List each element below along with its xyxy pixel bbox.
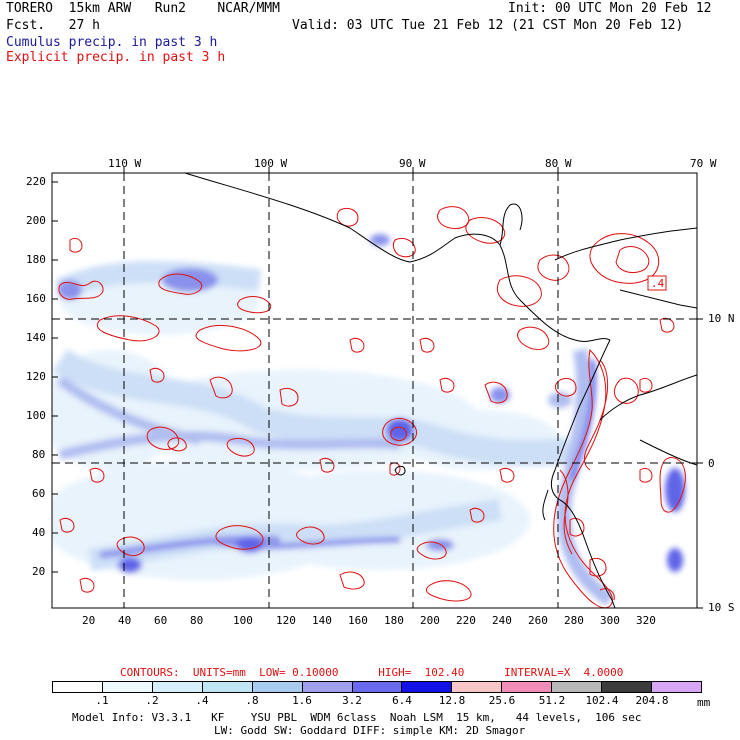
- contour-label: .4: [651, 277, 665, 290]
- colorbar-swatch: [402, 682, 453, 692]
- colorbar-swatch: [102, 682, 153, 692]
- contour-info: CONTOURS: UNITS=mm LOW= 0.10000 HIGH= 10…: [120, 666, 624, 679]
- lon-label-80w: 80 W: [545, 157, 572, 170]
- x-tick-label: 260: [528, 614, 548, 627]
- coastlines: [184, 173, 697, 608]
- x-tick-label: 180: [384, 614, 404, 627]
- colorbar-label: .1: [95, 694, 109, 707]
- contour-label-box: [647, 275, 667, 291]
- colorbar-unit: mm: [697, 696, 711, 709]
- colorbar-label: .2: [145, 694, 159, 707]
- colorbar-label: 25.6: [488, 694, 516, 707]
- model-title: TORERO 15km ARW Run2 NCAR/MMM: [6, 1, 280, 16]
- colorbar-swatch: [452, 682, 503, 692]
- colorbar-label: 6.4: [392, 694, 412, 707]
- colorbar-label: 102.4: [585, 694, 619, 707]
- y-tick-label: 220: [26, 175, 46, 188]
- colorbar-label: .8: [245, 694, 259, 707]
- model-info: Model Info: V3.3.1 KF YSU PBL WDM 6class…: [72, 711, 642, 724]
- colorbar: [52, 681, 702, 693]
- field-label-explicit: Explicit precip. in past 3 h: [6, 50, 226, 65]
- colorbar-label: 1.6: [292, 694, 312, 707]
- x-tick-label: 20: [82, 614, 96, 627]
- x-tick-label: 200: [420, 614, 440, 627]
- forecast-hour: Fcst. 27 h: [6, 18, 100, 33]
- colorbar-swatch: [202, 682, 253, 692]
- tick-marks: [52, 167, 703, 609]
- physics-info: LW: Godd SW: Goddard DIFF: simple KM: 2D…: [214, 724, 526, 737]
- lat-label-10s: 10 S: [708, 601, 735, 614]
- y-tick-label: 120: [26, 370, 46, 383]
- colorbar-swatch: [652, 682, 701, 692]
- plot-frame: [51, 172, 698, 609]
- x-tick-label: 60: [154, 614, 168, 627]
- y-tick-label: 160: [26, 292, 46, 305]
- lon-label-100w: 100 W: [254, 157, 288, 170]
- x-tick-label: 240: [492, 614, 512, 627]
- y-tick-label: 80: [32, 448, 46, 461]
- x-tick-label: 40: [118, 614, 132, 627]
- y-tick-label: 140: [26, 331, 46, 344]
- lon-label-90w: 90 W: [399, 157, 426, 170]
- y-tick-label: 180: [26, 253, 46, 266]
- x-tick-label: 220: [456, 614, 476, 627]
- x-tick-label: 320: [636, 614, 656, 627]
- colorbar-swatch: [552, 682, 603, 692]
- x-tick-label: 120: [276, 614, 296, 627]
- colorbar-swatch: [252, 682, 303, 692]
- colorbar-swatch: [352, 682, 403, 692]
- colorbar-swatch: [302, 682, 353, 692]
- y-tick-label: 40: [32, 526, 46, 539]
- x-tick-label: 300: [600, 614, 620, 627]
- lat-label-0: 0: [708, 457, 715, 470]
- lon-label-110w: 110 W: [108, 157, 142, 170]
- y-tick-label: 60: [32, 487, 46, 500]
- valid-time: Valid: 03 UTC Tue 21 Feb 12 (21 CST Mon …: [292, 18, 684, 33]
- cumulus-precip-shading: [52, 234, 685, 606]
- colorbar-swatch: [502, 682, 553, 692]
- colorbar-label: 51.2: [538, 694, 566, 707]
- lon-label-70w: 70 W: [690, 157, 717, 170]
- colorbar-label: 204.8: [635, 694, 669, 707]
- colorbar-swatch: [152, 682, 203, 692]
- colorbar-label: 3.2: [342, 694, 362, 707]
- lat-lon-grid: [52, 173, 697, 608]
- x-tick-label: 140: [312, 614, 332, 627]
- x-tick-label: 280: [564, 614, 584, 627]
- field-label-cumulus: Cumulus precip. in past 3 h: [6, 35, 218, 50]
- init-time: Init: 00 UTC Mon 20 Feb 12: [508, 1, 712, 16]
- x-tick-label: 80: [190, 614, 204, 627]
- lat-label-10n: 10 N: [708, 312, 735, 325]
- y-tick-label: 200: [26, 214, 46, 227]
- y-tick-label: 100: [26, 409, 46, 422]
- colorbar-swatch: [53, 682, 103, 692]
- colorbar-swatch: [602, 682, 653, 692]
- colorbar-label: .4: [195, 694, 209, 707]
- y-tick-label: 20: [32, 565, 46, 578]
- x-tick-label: 100: [233, 614, 253, 627]
- colorbar-label: 12.8: [438, 694, 466, 707]
- x-tick-label: 160: [348, 614, 368, 627]
